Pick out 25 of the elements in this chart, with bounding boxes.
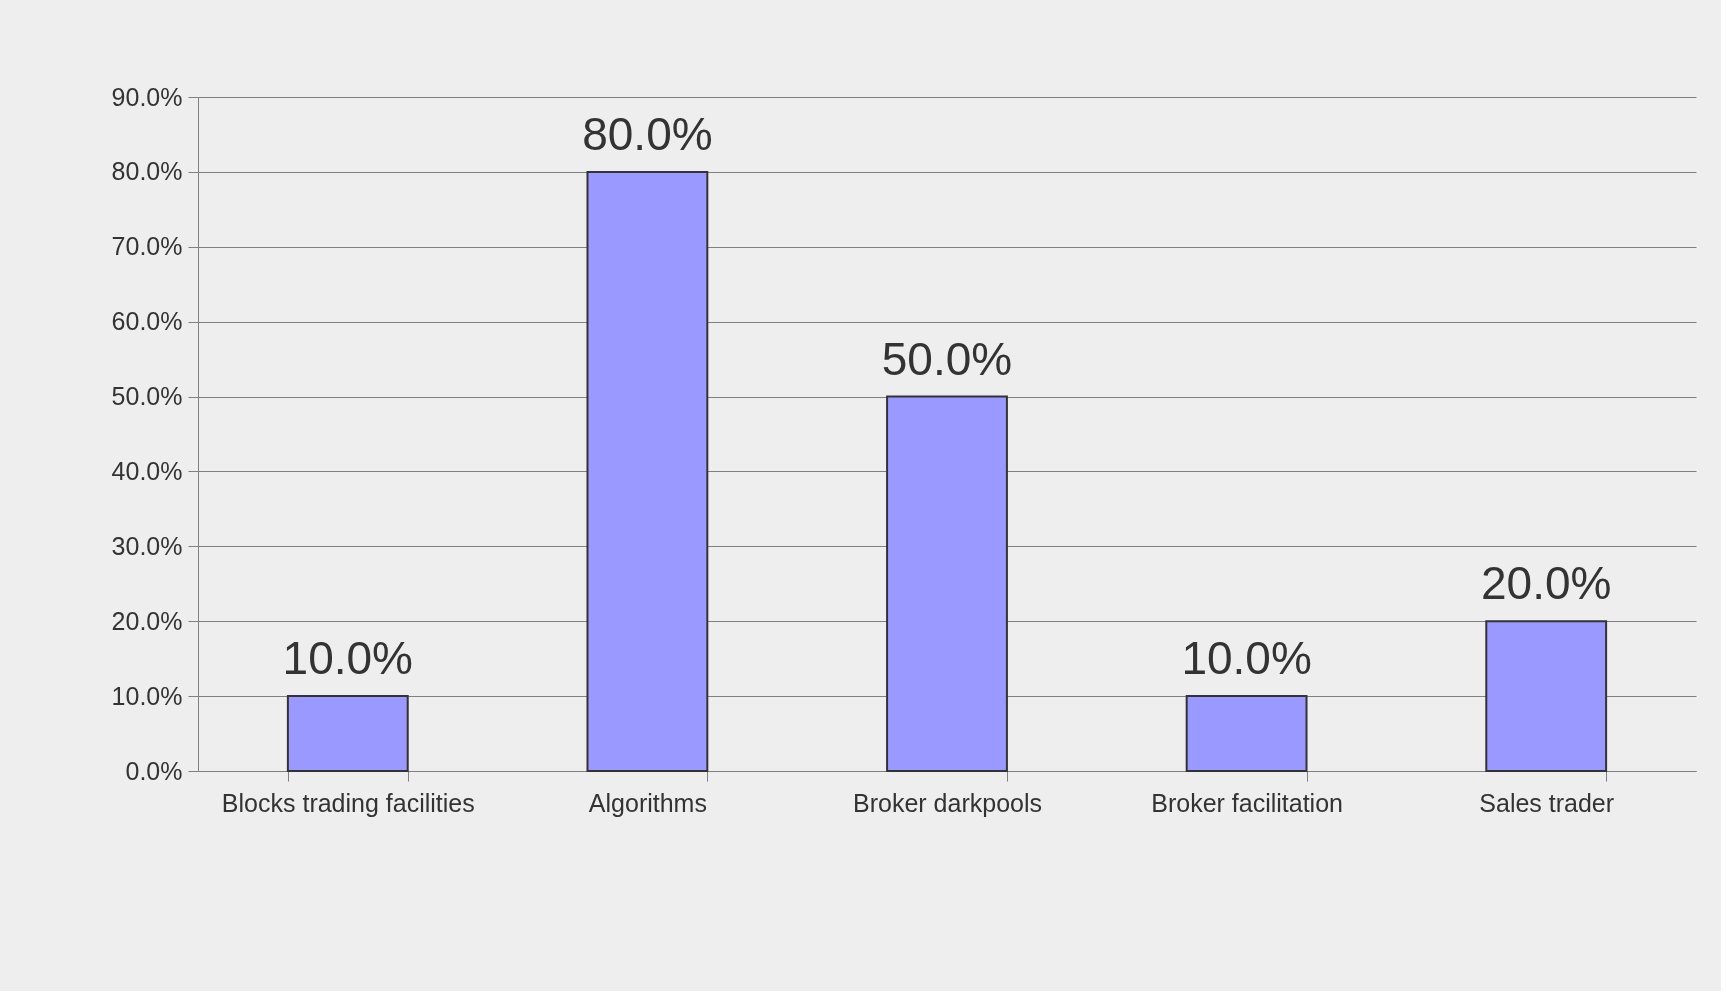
bar (586, 170, 709, 772)
bar (886, 395, 1008, 772)
data-label: 80.0% (582, 107, 713, 160)
y-tick-label: 50.0% (111, 382, 183, 411)
y-tick-label: 60.0% (111, 307, 183, 336)
y-tick-label: 10.0% (111, 681, 183, 710)
x-tick-label: Broker facilitation (1151, 788, 1343, 817)
x-tick-label: Algorithms (588, 788, 707, 817)
data-label: 20.0% (1480, 557, 1612, 610)
y-tick-label: 30.0% (111, 531, 183, 560)
bar (1185, 695, 1308, 772)
data-label: 10.0% (282, 632, 414, 685)
y-tick-label: 70.0% (111, 232, 183, 261)
y-tick-label: 90.0% (111, 82, 183, 111)
bar (1485, 620, 1608, 772)
data-label: 50.0% (881, 332, 1013, 385)
y-tick-label: 80.0% (111, 157, 183, 186)
y-tick-label: 20.0% (111, 606, 183, 635)
data-label: 10.0% (1181, 632, 1312, 685)
y-tick-label: 40.0% (111, 456, 183, 485)
bar (286, 695, 409, 772)
x-tick-label: Broker darkpools (853, 788, 1042, 817)
y-tick-label: 0.0% (125, 756, 183, 785)
x-tick-label: Blocks trading facilities (221, 788, 475, 817)
x-tick-label: Sales trader (1479, 788, 1615, 817)
